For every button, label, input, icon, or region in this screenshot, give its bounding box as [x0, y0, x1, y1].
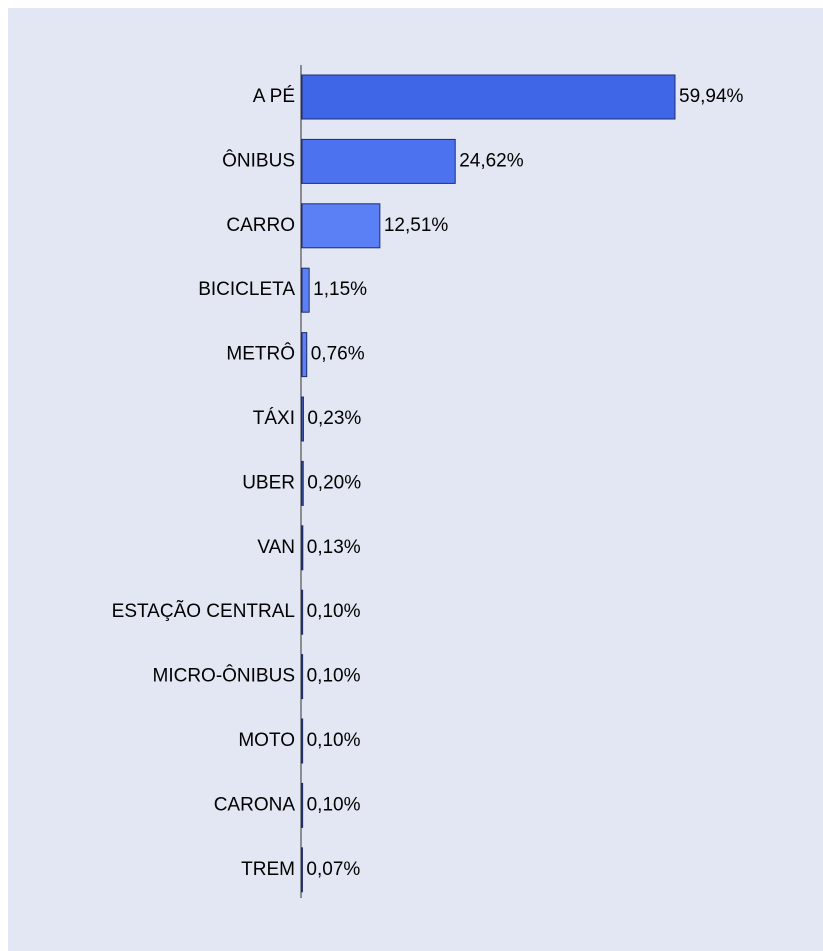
category-label: CARONA — [214, 794, 296, 815]
value-label: 0,10% — [307, 794, 361, 815]
value-label: 0,13% — [307, 537, 361, 558]
bar — [301, 267, 310, 313]
value-label: 0,10% — [307, 666, 361, 687]
bar — [301, 589, 304, 635]
category-label: VAN — [257, 537, 295, 558]
category-label: MICRO-ÔNIBUS — [153, 665, 296, 687]
value-label: 0,23% — [307, 408, 361, 429]
bar — [301, 332, 308, 378]
category-label: TÁXI — [253, 408, 295, 429]
value-label: 0,76% — [311, 344, 365, 365]
category-label: METRÔ — [226, 343, 295, 365]
value-label: 0,07% — [306, 859, 360, 880]
category-label: MOTO — [238, 730, 295, 751]
bar — [301, 203, 381, 249]
bar — [301, 74, 676, 120]
bar — [301, 718, 304, 764]
bar — [301, 460, 304, 506]
category-label: A PÉ — [253, 86, 295, 107]
bar — [301, 782, 304, 828]
category-label: CARRO — [226, 215, 295, 236]
bar — [301, 138, 456, 184]
category-label: ÔNIBUS — [222, 149, 295, 171]
value-label: 24,62% — [459, 150, 524, 171]
bar — [301, 396, 304, 442]
bar — [301, 525, 304, 571]
value-label: 0,20% — [307, 472, 361, 493]
value-label: 0,10% — [307, 730, 361, 751]
value-label: 0,10% — [307, 601, 361, 622]
bar — [301, 654, 304, 700]
category-label: UBER — [242, 472, 295, 493]
category-label: BICICLETA — [198, 279, 295, 300]
category-label: TREM — [241, 859, 295, 880]
value-label: 59,94% — [679, 86, 744, 107]
value-label: 12,51% — [384, 215, 449, 236]
value-label: 1,15% — [313, 279, 367, 300]
category-label: ESTAÇÃO CENTRAL — [112, 600, 295, 622]
